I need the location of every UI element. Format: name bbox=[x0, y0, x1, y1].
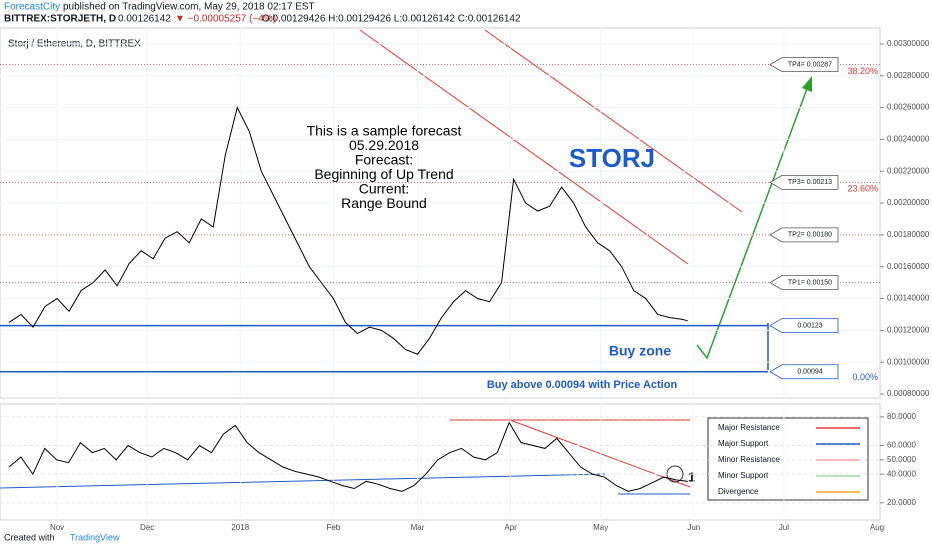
buy-note: Buy above 0.00094 with Price Action bbox=[487, 379, 678, 391]
level-label: TP4= 0.00287 bbox=[788, 61, 832, 68]
buy-zone-label: Buy zone bbox=[609, 343, 671, 359]
level-label: TP1= 0.00150 bbox=[788, 279, 832, 286]
rsi-pane bbox=[0, 403, 881, 521]
marker-label: 1 bbox=[688, 469, 695, 484]
x-tick-label: 2018 bbox=[231, 523, 249, 532]
y-tick-label: 60.0000 bbox=[887, 441, 916, 450]
y-tick-label: 0.00160000 bbox=[887, 262, 930, 271]
fib-label: 23.60% bbox=[847, 184, 878, 194]
legend-label: Major Resistance bbox=[718, 423, 780, 432]
y-tick-label: 0.00140000 bbox=[887, 294, 930, 303]
y-tick-label: 0.00260000 bbox=[887, 103, 930, 112]
y-tick-label: 0.00220000 bbox=[887, 166, 930, 175]
x-tick-label: May bbox=[593, 523, 608, 532]
price-line bbox=[8, 106, 688, 355]
footer-created: Created with bbox=[4, 532, 55, 542]
legend-label: Divergence bbox=[718, 487, 759, 496]
x-tick-label: Nov bbox=[50, 523, 64, 532]
published: published on TradingView.com, May 29, 20… bbox=[63, 2, 315, 13]
y-tick-label: 0.00240000 bbox=[887, 135, 930, 144]
x-tick-label: Jun bbox=[687, 523, 700, 532]
forecast-note: Current: bbox=[359, 181, 410, 197]
level-callout bbox=[769, 364, 839, 380]
level-callout bbox=[769, 275, 839, 291]
forecast-note: Beginning of Up Trend bbox=[314, 166, 453, 182]
x-tick-label: Mar bbox=[411, 523, 425, 532]
change: ▼ −0.00005257 (−4%) bbox=[175, 14, 276, 25]
x-tick-label: Feb bbox=[326, 523, 340, 532]
level-label: TP3= 0.00213 bbox=[788, 179, 832, 186]
major-support bbox=[0, 473, 606, 489]
x-tick-label: Apr bbox=[504, 523, 517, 532]
ohlc: O:0.00129426 H:0.00129426 L:0.00126142 C… bbox=[262, 14, 521, 25]
legend bbox=[707, 417, 869, 501]
y-tick-label: 0.00280000 bbox=[887, 71, 930, 80]
fib-label: 38.20% bbox=[847, 66, 878, 76]
level-callout bbox=[769, 174, 839, 190]
y-tick-label: 0.00200000 bbox=[887, 198, 930, 207]
forecast-note: This is a sample forecast bbox=[307, 123, 462, 139]
legend-label: Major Support bbox=[718, 439, 769, 448]
y-tick-label: 50.0000 bbox=[887, 455, 916, 464]
arrow-head bbox=[802, 76, 812, 92]
level-callout bbox=[769, 318, 839, 333]
trend-line bbox=[359, 29, 689, 265]
y-tick-label: 0.00180000 bbox=[887, 230, 930, 239]
level-callout bbox=[769, 57, 839, 73]
forecast-note: Range Bound bbox=[341, 195, 427, 211]
y-tick-label: 0.00080000 bbox=[887, 389, 930, 398]
forecast-arrow bbox=[696, 85, 809, 360]
y-tick-label: 80.0000 bbox=[887, 412, 916, 421]
y-tick-label: 20.0000 bbox=[887, 498, 916, 507]
symbol: BITTREX:STORJETH, D bbox=[4, 14, 116, 25]
forecast-note: Forecast: bbox=[355, 152, 413, 168]
y-tick-label: 0.00300000 bbox=[887, 39, 930, 48]
y-tick-label: 0.00120000 bbox=[887, 325, 930, 334]
forecast-note: 05.29.2018 bbox=[349, 137, 419, 153]
legend-label: Minor Support bbox=[718, 471, 769, 480]
last-price: 0.00126142 bbox=[118, 14, 171, 25]
price-pane bbox=[0, 27, 881, 399]
trend-line bbox=[484, 29, 743, 213]
legend-label: Minor Resistance bbox=[718, 455, 780, 464]
rsi-line bbox=[8, 421, 688, 492]
footer-brand[interactable]: TradingView bbox=[70, 532, 120, 542]
y-tick-label: 0.00100000 bbox=[887, 357, 930, 366]
level-label: 0.00123 bbox=[797, 322, 822, 329]
x-tick-label: Dec bbox=[140, 523, 154, 532]
level-label: TP2= 0.00180 bbox=[788, 232, 832, 239]
trend-line bbox=[509, 419, 691, 488]
fib-label: 0.00% bbox=[852, 372, 878, 382]
x-tick-label: Aug bbox=[870, 523, 884, 532]
publisher[interactable]: ForecastCity bbox=[4, 2, 60, 13]
y-tick-label: 40.0000 bbox=[887, 469, 916, 478]
symbol-label: STORJ bbox=[569, 143, 655, 173]
level-callout bbox=[769, 227, 839, 243]
level-label: 0.00094 bbox=[797, 369, 822, 376]
x-tick-label: Jul bbox=[779, 523, 789, 532]
